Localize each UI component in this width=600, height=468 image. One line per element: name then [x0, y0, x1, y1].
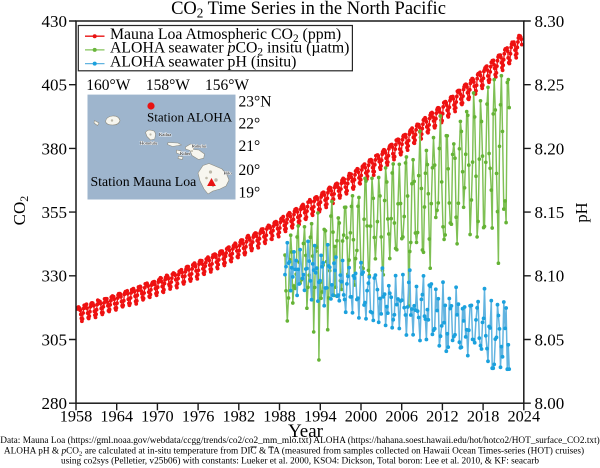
svg-text:160°W: 160°W [86, 77, 130, 94]
svg-text:2012: 2012 [426, 407, 459, 426]
svg-text:1994: 1994 [304, 407, 337, 426]
svg-text:156°W: 156°W [205, 77, 249, 94]
svg-text:355: 355 [42, 203, 68, 222]
svg-text:Station ALOHA: Station ALOHA [147, 110, 233, 125]
svg-text:1982: 1982 [223, 407, 256, 426]
svg-text:8.20: 8.20 [535, 139, 565, 158]
svg-text:1964: 1964 [100, 407, 133, 426]
svg-text:2018: 2018 [467, 407, 500, 426]
svg-text:20°: 20° [239, 162, 261, 179]
svg-text:Year: Year [288, 421, 324, 442]
svg-text:Kihei: Kihei [180, 151, 191, 156]
svg-text:23°N: 23°N [239, 93, 272, 110]
svg-text:8.15: 8.15 [535, 203, 565, 222]
svg-text:Kailua: Kailua [159, 132, 171, 137]
svg-text:430: 430 [42, 12, 68, 31]
svg-text:8.00: 8.00 [535, 394, 565, 413]
svg-text:Hilo: Hilo [224, 171, 233, 176]
svg-text:CO2 Time Series in the North P: CO2 Time Series in the North Pacific [171, 0, 446, 21]
svg-text:pH: pH [572, 202, 591, 222]
svg-text:8.05: 8.05 [535, 330, 565, 349]
svg-text:2006: 2006 [385, 407, 418, 426]
svg-text:22°: 22° [239, 116, 261, 133]
svg-text:380: 380 [42, 139, 68, 158]
svg-text:Honolulu: Honolulu [140, 141, 158, 146]
svg-text:Station Mauna Loa: Station Mauna Loa [91, 174, 197, 189]
svg-text:2024: 2024 [508, 407, 541, 426]
svg-text:280: 280 [42, 394, 68, 413]
svg-text:21°: 21° [239, 138, 261, 155]
svg-text:19°: 19° [239, 184, 261, 201]
svg-text:Kahului: Kahului [192, 144, 208, 149]
svg-text:ALOHA pH & pCO2 are calculated: ALOHA pH & pCO2 are calculated at in-sit… [4, 446, 584, 458]
svg-text:330: 330 [42, 267, 68, 286]
svg-text:305: 305 [42, 330, 68, 349]
svg-text:1958: 1958 [60, 407, 93, 426]
svg-text:ALOHA seawater pH (insitu): ALOHA seawater pH (insitu) [110, 53, 296, 70]
svg-text:8.30: 8.30 [535, 12, 565, 31]
svg-text:using co2sys (Pelletier, v25b0: using co2sys (Pelletier, v25b06) with co… [61, 456, 539, 467]
svg-text:Data: Mauna Loa (https://gml.n: Data: Mauna Loa (https://gml.noaa.gov/we… [0, 435, 600, 446]
svg-text:405: 405 [42, 76, 68, 95]
svg-text:1970: 1970 [141, 407, 174, 426]
svg-text:ALOHA seawater pCO2 insitu (µa: ALOHA seawater pCO2 insitu (µatm) [110, 40, 349, 59]
svg-text:1976: 1976 [182, 407, 215, 426]
svg-text:158°W: 158°W [146, 77, 190, 94]
svg-text:8.10: 8.10 [535, 267, 565, 286]
svg-text:Mauna Loa Atmospheric CO2 (ppm: Mauna Loa Atmospheric CO2 (ppm) [110, 26, 341, 45]
svg-text:2000: 2000 [345, 407, 378, 426]
svg-text:8.25: 8.25 [535, 76, 565, 95]
svg-text:1988: 1988 [263, 407, 296, 426]
svg-text:CO2: CO2 [10, 196, 31, 226]
